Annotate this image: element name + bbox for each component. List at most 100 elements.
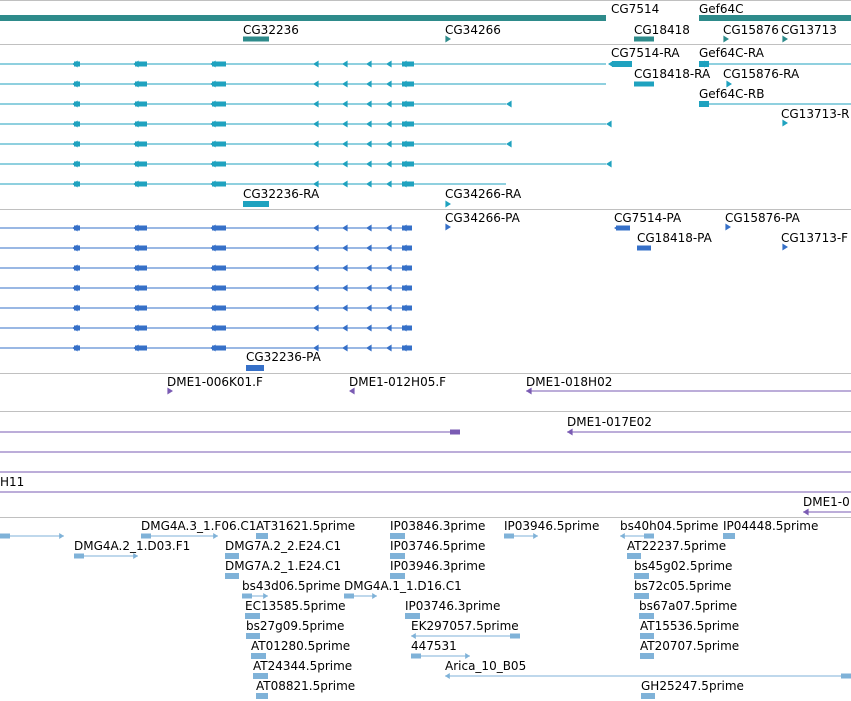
strand-arrow[interactable] xyxy=(782,243,788,251)
exon-block[interactable] xyxy=(212,81,226,87)
strand-arrow[interactable] xyxy=(342,284,348,292)
strand-arrow[interactable] xyxy=(567,428,573,436)
exon-block[interactable] xyxy=(212,305,226,311)
exon-block[interactable] xyxy=(390,573,405,579)
feature-label[interactable]: GH25247.5prime xyxy=(641,679,744,693)
feature-label[interactable]: bs72c05.5prime xyxy=(634,579,732,593)
strand-arrow[interactable] xyxy=(526,387,532,395)
feature-label[interactable]: CG32236 xyxy=(243,23,299,37)
feature-label[interactable]: DME1-017E02 xyxy=(567,415,652,429)
strand-arrow[interactable] xyxy=(342,304,348,312)
exon-block[interactable] xyxy=(74,245,80,251)
strand-arrow[interactable] xyxy=(167,387,173,395)
exon-block[interactable] xyxy=(699,61,709,67)
exon-block[interactable] xyxy=(135,181,147,187)
exon-block[interactable] xyxy=(212,245,226,251)
exon-block[interactable] xyxy=(212,161,226,167)
feature-label[interactable]: CG18418-PA xyxy=(637,231,712,245)
strand-arrow[interactable] xyxy=(620,533,625,539)
feature-label[interactable]: DME1-006K01.F xyxy=(167,375,263,389)
feature-label[interactable]: CG13713-R xyxy=(781,107,850,121)
exon-block[interactable] xyxy=(135,121,147,127)
feature-label[interactable]: Gef64C-RA xyxy=(699,46,764,60)
feature-label[interactable]: Gef64C xyxy=(699,2,744,16)
strand-arrow[interactable] xyxy=(782,35,788,43)
strand-arrow[interactable] xyxy=(366,140,372,148)
exon-block[interactable] xyxy=(74,553,84,559)
exon-block[interactable] xyxy=(74,325,80,331)
strand-arrow[interactable] xyxy=(606,160,612,168)
strand-arrow[interactable] xyxy=(342,160,348,168)
strand-arrow[interactable] xyxy=(313,120,319,128)
exon-block[interactable] xyxy=(402,265,412,271)
exon-block[interactable] xyxy=(723,533,735,539)
strand-arrow[interactable] xyxy=(342,244,348,252)
strand-arrow[interactable] xyxy=(366,100,372,108)
strand-arrow[interactable] xyxy=(342,140,348,148)
feature-label[interactable]: IP03746.3prime xyxy=(405,599,501,613)
feature-label[interactable]: CG13713-F xyxy=(781,231,849,245)
exon-block[interactable] xyxy=(637,245,651,251)
strand-arrow[interactable] xyxy=(465,653,470,659)
exon-block[interactable] xyxy=(212,325,226,331)
strand-arrow[interactable] xyxy=(313,180,319,188)
feature-label[interactable]: IP03746.5prime xyxy=(390,539,486,553)
strand-arrow[interactable] xyxy=(386,140,392,148)
feature-label[interactable]: CG18418 xyxy=(634,23,690,37)
feature-label[interactable]: AT01280.5prime xyxy=(251,639,351,653)
strand-arrow[interactable] xyxy=(386,180,392,188)
exon-block[interactable] xyxy=(641,693,655,699)
strand-arrow[interactable] xyxy=(386,304,392,312)
strand-arrow[interactable] xyxy=(342,60,348,68)
exon-block[interactable] xyxy=(212,61,226,67)
exon-block[interactable] xyxy=(450,429,460,435)
strand-arrow[interactable] xyxy=(704,60,710,68)
strand-arrow[interactable] xyxy=(313,60,319,68)
exon-block[interactable] xyxy=(135,101,147,107)
exon-block[interactable] xyxy=(74,181,80,187)
exon-block[interactable] xyxy=(612,61,632,67)
strand-arrow[interactable] xyxy=(366,244,372,252)
feature-label[interactable]: AT20707.5prime xyxy=(640,639,740,653)
strand-arrow[interactable] xyxy=(246,365,250,371)
exon-block[interactable] xyxy=(74,161,80,167)
strand-arrow[interactable] xyxy=(506,100,512,108)
exon-block[interactable] xyxy=(135,285,147,291)
exon-block[interactable] xyxy=(225,553,239,559)
exon-block[interactable] xyxy=(841,673,851,679)
exon-block[interactable] xyxy=(405,613,420,619)
exon-block[interactable] xyxy=(0,15,606,21)
exon-block[interactable] xyxy=(390,553,405,559)
strand-arrow[interactable] xyxy=(506,140,512,148)
strand-arrow[interactable] xyxy=(445,673,450,679)
feature-label[interactable]: Arica_10_B05 xyxy=(445,659,527,673)
exon-block[interactable] xyxy=(256,533,268,539)
feature-label[interactable]: CG18418-RA xyxy=(634,67,711,81)
exon-block[interactable] xyxy=(212,225,226,231)
exon-block[interactable] xyxy=(640,633,654,639)
exon-block[interactable] xyxy=(402,345,412,351)
strand-arrow[interactable] xyxy=(313,324,319,332)
exon-block[interactable] xyxy=(212,285,226,291)
feature-label[interactable]: CG32236-PA xyxy=(246,350,321,364)
feature-label[interactable]: DMG7A.2_2.E24.C1 xyxy=(225,539,342,553)
strand-arrow[interactable] xyxy=(386,120,392,128)
strand-arrow[interactable] xyxy=(342,100,348,108)
feature-label[interactable]: bs27g09.5prime xyxy=(246,619,345,633)
strand-arrow[interactable] xyxy=(386,224,392,232)
exon-block[interactable] xyxy=(390,533,405,539)
strand-arrow[interactable] xyxy=(386,80,392,88)
strand-arrow[interactable] xyxy=(445,223,451,231)
strand-arrow[interactable] xyxy=(386,344,392,352)
exon-block[interactable] xyxy=(245,613,260,619)
strand-arrow[interactable] xyxy=(313,80,319,88)
strand-arrow[interactable] xyxy=(782,119,788,127)
exon-block[interactable] xyxy=(135,81,147,87)
exon-block[interactable] xyxy=(402,121,414,127)
exon-block[interactable] xyxy=(634,81,654,87)
feature-label[interactable]: CG34266 xyxy=(445,23,501,37)
exon-block[interactable] xyxy=(402,305,412,311)
strand-arrow[interactable] xyxy=(366,80,372,88)
exon-block[interactable] xyxy=(135,265,147,271)
feature-label[interactable]: DMG4A.2_1.D03.F1 xyxy=(74,539,191,553)
